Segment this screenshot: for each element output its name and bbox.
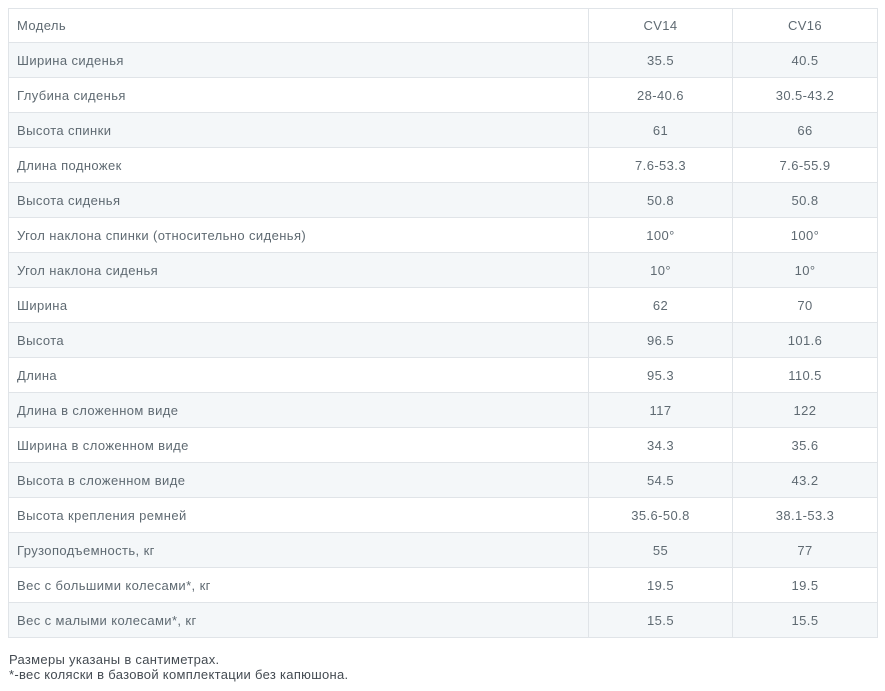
row-label: Высота спинки [8,112,589,148]
table-row: Высота в сложенном виде 54.5 43.2 [8,462,878,498]
footnotes: Размеры указаны в сантиметрах. *-вес кол… [8,652,885,682]
cell-cv14: 35.6-50.8 [588,497,733,533]
table-row: Вес с большими колесами*, кг 19.5 19.5 [8,567,878,603]
cell-cv16: 10° [732,252,878,288]
row-label: Угол наклона сиденья [8,252,589,288]
column-header-model: Модель [8,8,589,43]
row-label: Грузоподъемность, кг [8,532,589,568]
cell-cv14: 55 [588,532,733,568]
cell-cv14: 15.5 [588,602,733,638]
cell-cv16: 30.5-43.2 [732,77,878,113]
table-row: Высота крепления ремней 35.6-50.8 38.1-53.… [8,497,878,533]
cell-cv16: 43.2 [732,462,878,498]
cell-cv16: 15.5 [732,602,878,638]
cell-cv16: 100° [732,217,878,253]
cell-cv16: 101.6 [732,322,878,358]
cell-cv16: 35.6 [732,427,878,463]
cell-cv14: 50.8 [588,182,733,218]
row-label: Длина в сложенном виде [8,392,589,428]
cell-cv14: 96.5 [588,322,733,358]
row-label: Высота [8,322,589,358]
cell-cv14: 95.3 [588,357,733,393]
cell-cv16: 7.6-55.9 [732,147,878,183]
specs-table: Модель CV14 CV16 Ширина сиденья 35.5 40.5 Г… [8,8,878,638]
table-row: Глубина сиденья 28-40.6 30.5-43.2 [8,77,878,113]
table-row: Ширина в сложенном виде 34.3 35.6 [8,427,878,463]
row-label: Вес с большими колесами*, кг [8,567,589,603]
cell-cv14: 100° [588,217,733,253]
row-label: Ширина сиденья [8,42,589,78]
cell-cv16: 70 [732,287,878,323]
column-header-cv16: CV16 [732,8,878,43]
table-row: Высота 96.5 101.6 [8,322,878,358]
row-label: Угол наклона спинки (относительно сидень… [8,217,589,253]
column-header-cv14: CV14 [588,8,733,43]
cell-cv14: 10° [588,252,733,288]
row-label: Высота сиденья [8,182,589,218]
cell-cv14: 19.5 [588,567,733,603]
cell-cv14: 62 [588,287,733,323]
cell-cv16: 110.5 [732,357,878,393]
cell-cv14: 61 [588,112,733,148]
row-label: Высота крепления ремней [8,497,589,533]
footnote-weight-note: *-вес коляски в базовой комплектации без… [9,667,349,682]
table-row: Длина подножек 7.6-53.3 7.6-55.9 [8,147,878,183]
cell-cv14: 35.5 [588,42,733,78]
cell-cv14: 54.5 [588,462,733,498]
row-label: Ширина в сложенном виде [8,427,589,463]
table-row: Угол наклона спинки (относительно сидень… [8,217,878,253]
row-label: Длина [8,357,589,393]
row-label: Высота в сложенном виде [8,462,589,498]
cell-cv16: 19.5 [732,567,878,603]
cell-cv14: 117 [588,392,733,428]
cell-cv16: 122 [732,392,878,428]
table-body: Ширина сиденья 35.5 40.5 Глубина сиденья 28-… [8,42,878,638]
row-label: Длина подножек [8,147,589,183]
table-header-row: Модель CV14 CV16 [8,8,878,43]
cell-cv16: 66 [732,112,878,148]
cell-cv16: 40.5 [732,42,878,78]
cell-cv16: 77 [732,532,878,568]
row-label: Вес с малыми колесами*, кг [8,602,589,638]
table-row: Высота спинки 61 66 [8,112,878,148]
table-row: Длина в сложенном виде 117 122 [8,392,878,428]
cell-cv14: 7.6-53.3 [588,147,733,183]
table-row: Угол наклона сиденья 10° 10° [8,252,878,288]
table-row: Ширина сиденья 35.5 40.5 [8,42,878,78]
cell-cv14: 34.3 [588,427,733,463]
row-label: Глубина сиденья [8,77,589,113]
row-label: Ширина [8,287,589,323]
cell-cv14: 28-40.6 [588,77,733,113]
table-row: Грузоподъемность, кг 55 77 [8,532,878,568]
cell-cv16: 50.8 [732,182,878,218]
table-row: Длина 95.3 110.5 [8,357,878,393]
table-row: Высота сиденья 50.8 50.8 [8,182,878,218]
table-row: Вес с малыми колесами*, кг 15.5 15.5 [8,602,878,638]
cell-cv16: 38.1-53.3 [732,497,878,533]
table-row: Ширина 62 70 [8,287,878,323]
footnote-units: Размеры указаны в сантиметрах. [9,652,220,667]
